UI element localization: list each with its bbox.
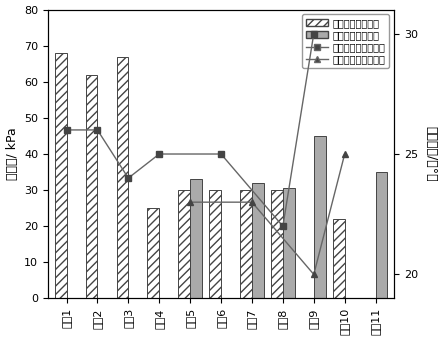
Legend: 粘聚力（有铁粉）, 粘聚力（无铁粉）, 内摩擦角（有铁粉）, 内摩擦角（无铁粉）: 粘聚力（有铁粉）, 粘聚力（无铁粉）, 内摩擦角（有铁粉）, 内摩擦角（无铁粉）	[303, 14, 389, 68]
Bar	[179, 190, 190, 298]
Y-axis label: 内摩擦角/（°）: 内摩擦角/（°）	[424, 126, 437, 182]
Y-axis label: 粘聚力/ kPa: 粘聚力/ kPa	[6, 128, 19, 180]
Bar	[117, 57, 128, 298]
Bar	[190, 179, 202, 298]
Bar	[271, 190, 283, 298]
Bar	[85, 75, 97, 298]
Bar	[376, 172, 387, 298]
Bar	[333, 219, 345, 298]
Bar	[283, 188, 295, 298]
Bar	[55, 53, 66, 298]
Bar	[209, 190, 221, 298]
Bar	[148, 208, 159, 298]
Bar	[314, 136, 326, 298]
Bar	[240, 190, 252, 298]
Bar	[252, 183, 264, 298]
